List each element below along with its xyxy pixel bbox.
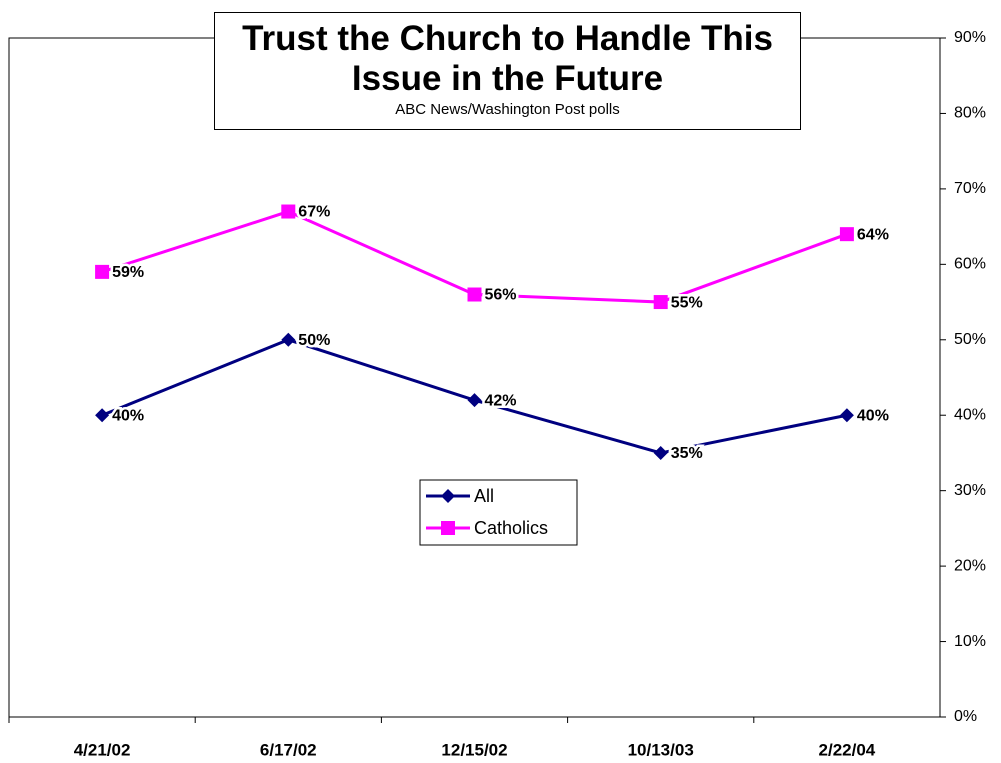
x-tick-label: 12/15/02 <box>441 740 507 759</box>
x-tick-label: 6/17/02 <box>260 740 317 759</box>
y-tick-label: 30% <box>954 482 986 499</box>
y-tick-label: 0% <box>954 708 977 725</box>
legend-label: All <box>474 486 494 506</box>
marker <box>441 521 455 535</box>
marker <box>653 295 668 310</box>
chart-title: Trust the Church to Handle This Issue in… <box>242 19 773 98</box>
marker <box>441 489 455 503</box>
data-label: 67% <box>298 204 330 221</box>
y-tick-label: 10% <box>954 633 986 650</box>
marker <box>839 408 854 423</box>
data-label: 56% <box>485 287 517 304</box>
data-label: 35% <box>671 445 703 462</box>
data-label: 42% <box>485 392 517 409</box>
x-tick-label: 2/22/04 <box>819 740 876 759</box>
y-tick-label: 80% <box>954 105 986 122</box>
data-label: 50% <box>298 332 330 349</box>
marker <box>467 393 482 408</box>
data-label: 40% <box>112 407 144 424</box>
marker <box>281 204 296 219</box>
data-label: 64% <box>857 226 889 243</box>
marker <box>281 332 296 347</box>
marker <box>95 264 110 279</box>
legend-label: Catholics <box>474 518 548 538</box>
title-box: Trust the Church to Handle This Issue in… <box>214 12 801 130</box>
legend: All Catholics <box>419 479 578 546</box>
data-label: 40% <box>857 407 889 424</box>
chart-subtitle: ABC News/Washington Post polls <box>395 101 620 118</box>
marker <box>839 227 854 242</box>
data-label: 59% <box>112 264 144 281</box>
y-tick-label: 40% <box>954 406 986 423</box>
y-tick-label: 50% <box>954 331 986 348</box>
y-tick-label: 70% <box>954 180 986 197</box>
marker <box>653 445 668 460</box>
marker <box>95 408 110 423</box>
data-label: 55% <box>671 294 703 311</box>
y-tick-label: 20% <box>954 557 986 574</box>
marker <box>467 287 482 302</box>
y-tick-label: 90% <box>954 29 986 46</box>
x-tick-label: 10/13/03 <box>628 740 694 759</box>
x-tick-label: 4/21/02 <box>74 740 131 759</box>
plot-area <box>8 37 941 718</box>
y-tick-label: 60% <box>954 256 986 273</box>
